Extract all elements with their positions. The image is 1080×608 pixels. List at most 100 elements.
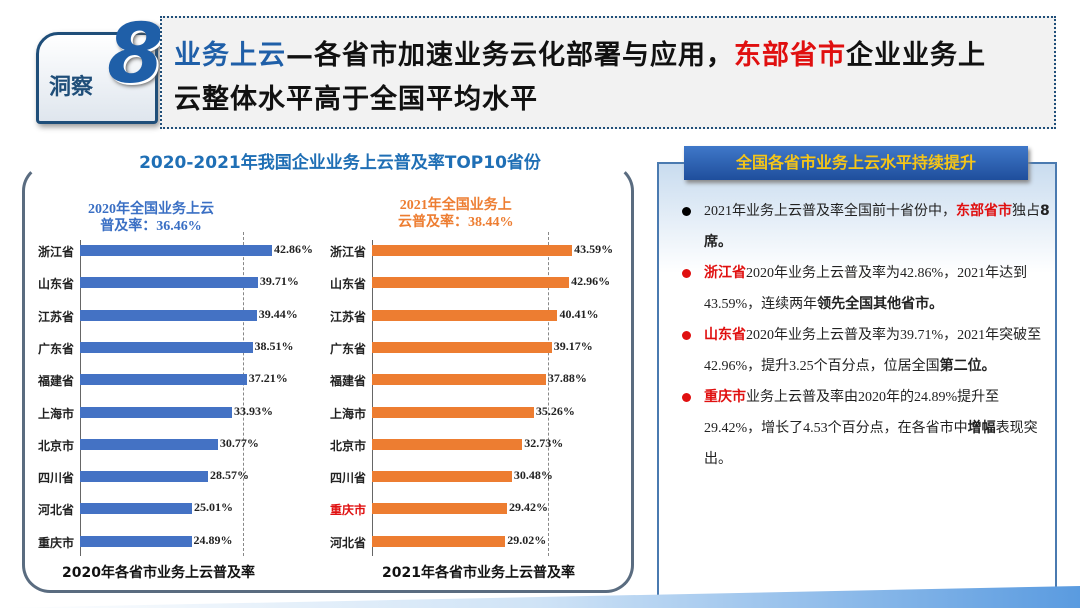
category-label: 重庆市: [37, 535, 74, 550]
category-label: 浙江省: [329, 245, 366, 259]
avg-2021-line1: 2021年全国业务上: [399, 198, 512, 213]
value-label: 38.51%: [254, 338, 294, 353]
item-text: 2020年业务上云普及率为42.86%，2021年达到43.59%，连续两年: [704, 266, 1028, 312]
value-label: 37.88%: [547, 371, 587, 386]
item-text: 独占: [1012, 204, 1040, 219]
bar: [80, 406, 232, 418]
highlight-text: 重庆市: [704, 389, 746, 405]
category-label: 上海市: [329, 406, 366, 421]
bar: [372, 341, 552, 353]
summary-item: 山东省2020年业务上云普及率为39.71%，2021年突破至42.96%，提升…: [680, 320, 1050, 382]
bullet-icon: [682, 331, 691, 340]
bar: [372, 406, 534, 418]
value-label: 35.26%: [535, 403, 575, 418]
title-text: —各省市加速业务云化部署与应用，: [286, 40, 734, 71]
value-label: 32.73%: [524, 435, 564, 450]
value-label: 39.44%: [258, 306, 298, 321]
category-label: 浙江省: [37, 245, 74, 259]
bar: [372, 277, 570, 289]
category-label: 四川省: [329, 471, 366, 486]
y-axis: [372, 240, 373, 556]
bold-text: 8席。: [704, 203, 1050, 250]
summary-item: 浙江省2020年业务上云普及率为42.86%，2021年达到43.59%，连续两…: [680, 258, 1050, 320]
x-label-2020: 2020年各省市业务上云普及率: [62, 565, 255, 581]
category-label: 重庆市: [329, 503, 366, 518]
item-text: 表现突出。: [704, 421, 1038, 467]
badge-number: 8: [107, 7, 165, 102]
category-label: 四川省: [37, 471, 74, 486]
chart-frame: [22, 163, 634, 593]
bar: [80, 309, 257, 321]
value-label: 29.42%: [509, 500, 549, 515]
bar: [372, 438, 523, 450]
avg-2020-line2: 普及率：36.46%: [100, 219, 202, 234]
bar: [80, 503, 193, 515]
title-keyword: 业务上云: [174, 40, 286, 71]
value-label: 39.17%: [553, 338, 593, 353]
category-label: 上海市: [37, 406, 74, 421]
category-label: 河北省: [329, 535, 366, 550]
category-label: 河北省: [37, 503, 74, 518]
bar: [80, 277, 258, 289]
bar: [80, 535, 192, 547]
summary-item: 重庆市业务上云普及率由2020年的24.89%提升至29.42%，增长了4.53…: [680, 382, 1050, 475]
summary-panel: [657, 162, 1057, 602]
value-label: 30.48%: [513, 468, 553, 483]
bullet-icon: [682, 207, 691, 216]
highlight-text: 东部省市: [956, 203, 1012, 219]
value-label: 39.71%: [259, 274, 299, 289]
value-label: 30.77%: [219, 435, 259, 450]
bold-text: 第二位。: [939, 358, 996, 374]
bar: [80, 374, 247, 386]
avg-2021-annotation: 2021年全国业务上 云普及率：38.44%: [398, 197, 514, 231]
title-text-end: 企业业务上: [846, 40, 986, 71]
value-label: 42.96%: [571, 274, 611, 289]
summary-list: 2021年业务上云普及率全国前十省份中，东部省市独占8席。 浙江省2020年业务上…: [680, 196, 1050, 475]
avg-2020-annotation: 2020年全国业务上云 普及率：36.46%: [88, 201, 214, 235]
value-label: 40.41%: [559, 306, 599, 321]
value-label: 43.59%: [574, 242, 614, 256]
title-highlight: 东部省市: [734, 40, 846, 71]
average-line: [548, 232, 550, 556]
page-title: 业务上云—各省市加速业务云化部署与应用，东部省市企业业务上 云整体水平高于全国平…: [160, 16, 1056, 129]
bullet-icon: [682, 393, 691, 402]
category-label: 山东省: [329, 277, 366, 292]
bar: [80, 245, 272, 256]
bold-text: 增幅: [967, 420, 996, 436]
value-label: 28.57%: [209, 468, 249, 483]
bold-text: 领先全国其他省市。: [817, 296, 944, 312]
bar: [372, 503, 508, 515]
bar: [372, 471, 512, 483]
chart-title: 2020-2021年我国企业业务上云普及率TOP10省份: [60, 148, 620, 173]
title-line2: 云整体水平高于全国平均水平: [174, 84, 538, 115]
bar: [372, 309, 558, 321]
value-label: 29.02%: [507, 532, 547, 547]
value-label: 24.89%: [193, 532, 233, 547]
bar: [80, 438, 218, 450]
badge-label: 洞察: [49, 75, 94, 100]
bullet-icon: [682, 269, 691, 278]
category-label: 北京市: [37, 438, 74, 453]
insight-badge: 洞察 8: [36, 7, 164, 124]
bar: [372, 374, 546, 386]
value-label: 25.01%: [194, 500, 234, 515]
avg-2020-line1: 2020年全国业务上云: [88, 202, 214, 217]
summary-item: 2021年业务上云普及率全国前十省份中，东部省市独占8席。: [680, 196, 1050, 258]
highlight-text: 山东省: [704, 327, 746, 343]
bar: [372, 245, 573, 256]
category-label: 福建省: [329, 374, 366, 389]
bar: [372, 535, 506, 547]
category-label: 江苏省: [37, 309, 74, 324]
category-label: 福建省: [37, 374, 74, 389]
category-label: 山东省: [37, 277, 74, 292]
y-axis: [80, 240, 81, 556]
category-label: 江苏省: [329, 309, 366, 324]
item-text: 业务上云普及率由2020年的24.89%提升至29.42%，增长了4.53个百分…: [704, 390, 1000, 436]
item-text: 2021年业务上云普及率全国前十省份中，: [704, 204, 956, 219]
value-label: 37.21%: [248, 371, 288, 386]
summary-panel-title: 全国各省市业务上云水平持续提升: [684, 146, 1028, 180]
bar: [80, 471, 208, 483]
value-label: 33.93%: [234, 403, 273, 418]
x-label-2021: 2021年各省市业务上云普及率: [382, 565, 575, 581]
average-line: [243, 232, 245, 556]
